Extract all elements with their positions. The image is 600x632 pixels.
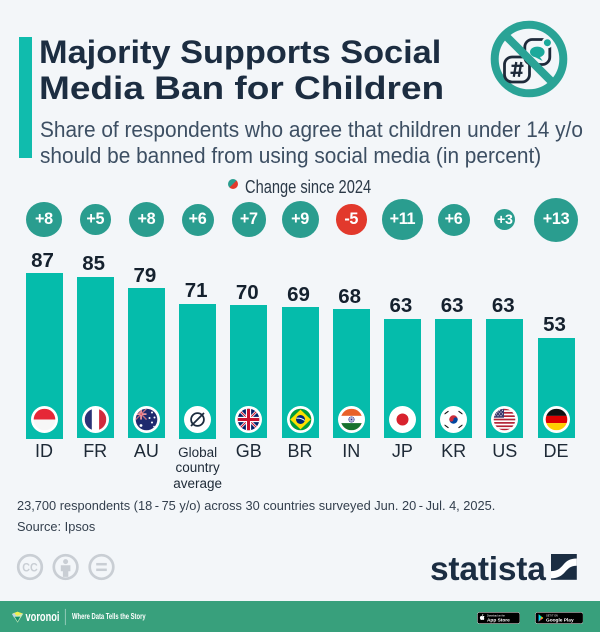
svg-text:CC: CC — [22, 561, 38, 575]
svg-text:App Store: App Store — [487, 617, 510, 623]
svg-text:voronoi: voronoi — [26, 608, 60, 623]
svg-text:GET IT ON: GET IT ON — [546, 614, 558, 617]
svg-text:Download on the: Download on the — [487, 614, 506, 617]
svg-text:Google Play: Google Play — [546, 617, 574, 623]
svg-text:Where Data Tells the Story: Where Data Tells the Story — [72, 611, 146, 621]
